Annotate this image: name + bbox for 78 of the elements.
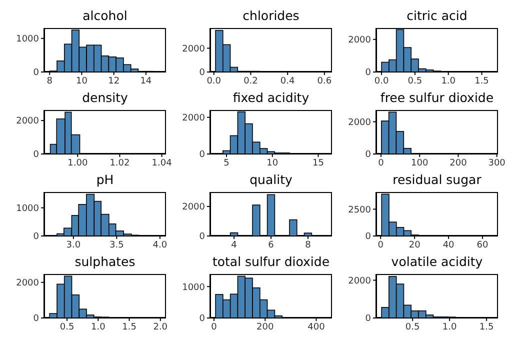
x-tick-label: 400: [308, 322, 326, 332]
y-tick-label: 0: [199, 150, 206, 160]
y-tick-label: 0: [365, 68, 372, 78]
x-tick-label: 40: [442, 240, 455, 250]
y-tick-label: 0: [33, 150, 40, 160]
x-tick-label: 4: [231, 240, 238, 250]
y-tick-label: 1000: [16, 204, 40, 214]
y-tick-label: 0: [199, 68, 206, 78]
x-tick-label: 3.0: [66, 240, 81, 250]
x-tick-label: 0.5: [405, 322, 420, 332]
y-tick-label: 0: [33, 232, 40, 242]
x-tick-label: 300: [488, 158, 506, 168]
x-tick-label: 12: [108, 76, 120, 86]
chart-title: density: [81, 90, 129, 106]
x-tick-label: 0: [378, 240, 384, 250]
x-tick-label: 15: [312, 158, 324, 168]
y-tick-label: 0: [365, 314, 372, 324]
x-tick-label: 60: [476, 240, 489, 250]
y-tick-label: 0: [33, 68, 40, 78]
chart-title: alcohol: [82, 8, 128, 24]
x-tick-label: 5: [224, 158, 230, 168]
x-tick-label: 2.0: [153, 322, 168, 332]
x-tick-label: 0.0: [374, 76, 389, 86]
chart-title: fixed acidity: [232, 90, 310, 106]
y-tick-label: 2000: [182, 114, 206, 124]
y-tick-label: 0: [33, 314, 40, 324]
x-tick-label: 0.2: [244, 76, 258, 86]
y-tick-label: 0: [365, 232, 372, 242]
x-tick-label: 1.02: [110, 158, 130, 168]
x-tick-label: 0.0: [206, 76, 222, 86]
x-tick-label: 0.4: [280, 76, 296, 86]
x-tick-label: 0: [211, 322, 218, 332]
chart-title: citric acid: [406, 8, 468, 24]
chart-title: residual sugar: [392, 172, 482, 188]
chart-title: pH: [95, 172, 115, 188]
x-tick-label: 1.0: [442, 322, 457, 332]
x-tick-label: 1.0: [90, 322, 106, 332]
x-tick-label: 10: [266, 158, 278, 168]
y-tick-label: 2000: [16, 278, 40, 289]
x-tick-label: 6: [268, 240, 274, 250]
x-tick-label: 8: [305, 240, 312, 250]
chart-title: total sulfur dioxide: [211, 254, 331, 270]
x-tick-label: 200: [256, 322, 274, 332]
x-tick-label: 1.00: [68, 158, 88, 168]
y-tick-label: 2000: [348, 36, 372, 46]
y-tick-label: 2000: [16, 116, 40, 127]
x-tick-label: 0.6: [317, 76, 332, 86]
chart-title: chlorides: [242, 8, 300, 24]
x-tick-label: 1.0: [441, 76, 456, 86]
chart-title: sulphates: [74, 254, 136, 270]
y-tick-label: 0: [365, 150, 372, 160]
y-tick-label: 0: [199, 314, 206, 324]
x-tick-label: 14: [140, 76, 152, 86]
y-tick-label: 1000: [16, 34, 40, 45]
chart-title: quality: [248, 172, 294, 188]
x-tick-label: 8: [46, 76, 53, 86]
y-tick-label: 0: [199, 232, 206, 242]
x-tick-label: 1.5: [479, 322, 494, 332]
y-tick-label: 2000: [348, 276, 372, 286]
y-tick-label: 2000: [348, 118, 372, 128]
x-tick-label: 0.5: [408, 76, 422, 86]
x-tick-label: 10: [76, 76, 88, 86]
y-tick-label: 2000: [182, 44, 206, 54]
x-tick-label: 100: [411, 158, 428, 168]
x-tick-label: 1.04: [152, 158, 172, 168]
y-tick-label: 2500: [348, 205, 372, 216]
x-tick-label: 0.5: [60, 322, 74, 332]
y-tick-label: 1000: [182, 282, 206, 293]
x-tick-label: 20: [408, 240, 421, 250]
x-tick-label: 3.5: [110, 240, 124, 250]
x-tick-label: 0: [378, 158, 384, 168]
x-tick-label: 1.5: [474, 76, 489, 86]
x-tick-label: 200: [450, 158, 468, 168]
x-tick-label: 4.0: [152, 240, 168, 250]
y-tick-label: 2000: [182, 202, 206, 213]
chart-title: free sulfur dioxide: [379, 90, 495, 106]
chart-title: volatile acidity: [390, 254, 484, 270]
x-tick-label: 1.5: [122, 322, 136, 332]
